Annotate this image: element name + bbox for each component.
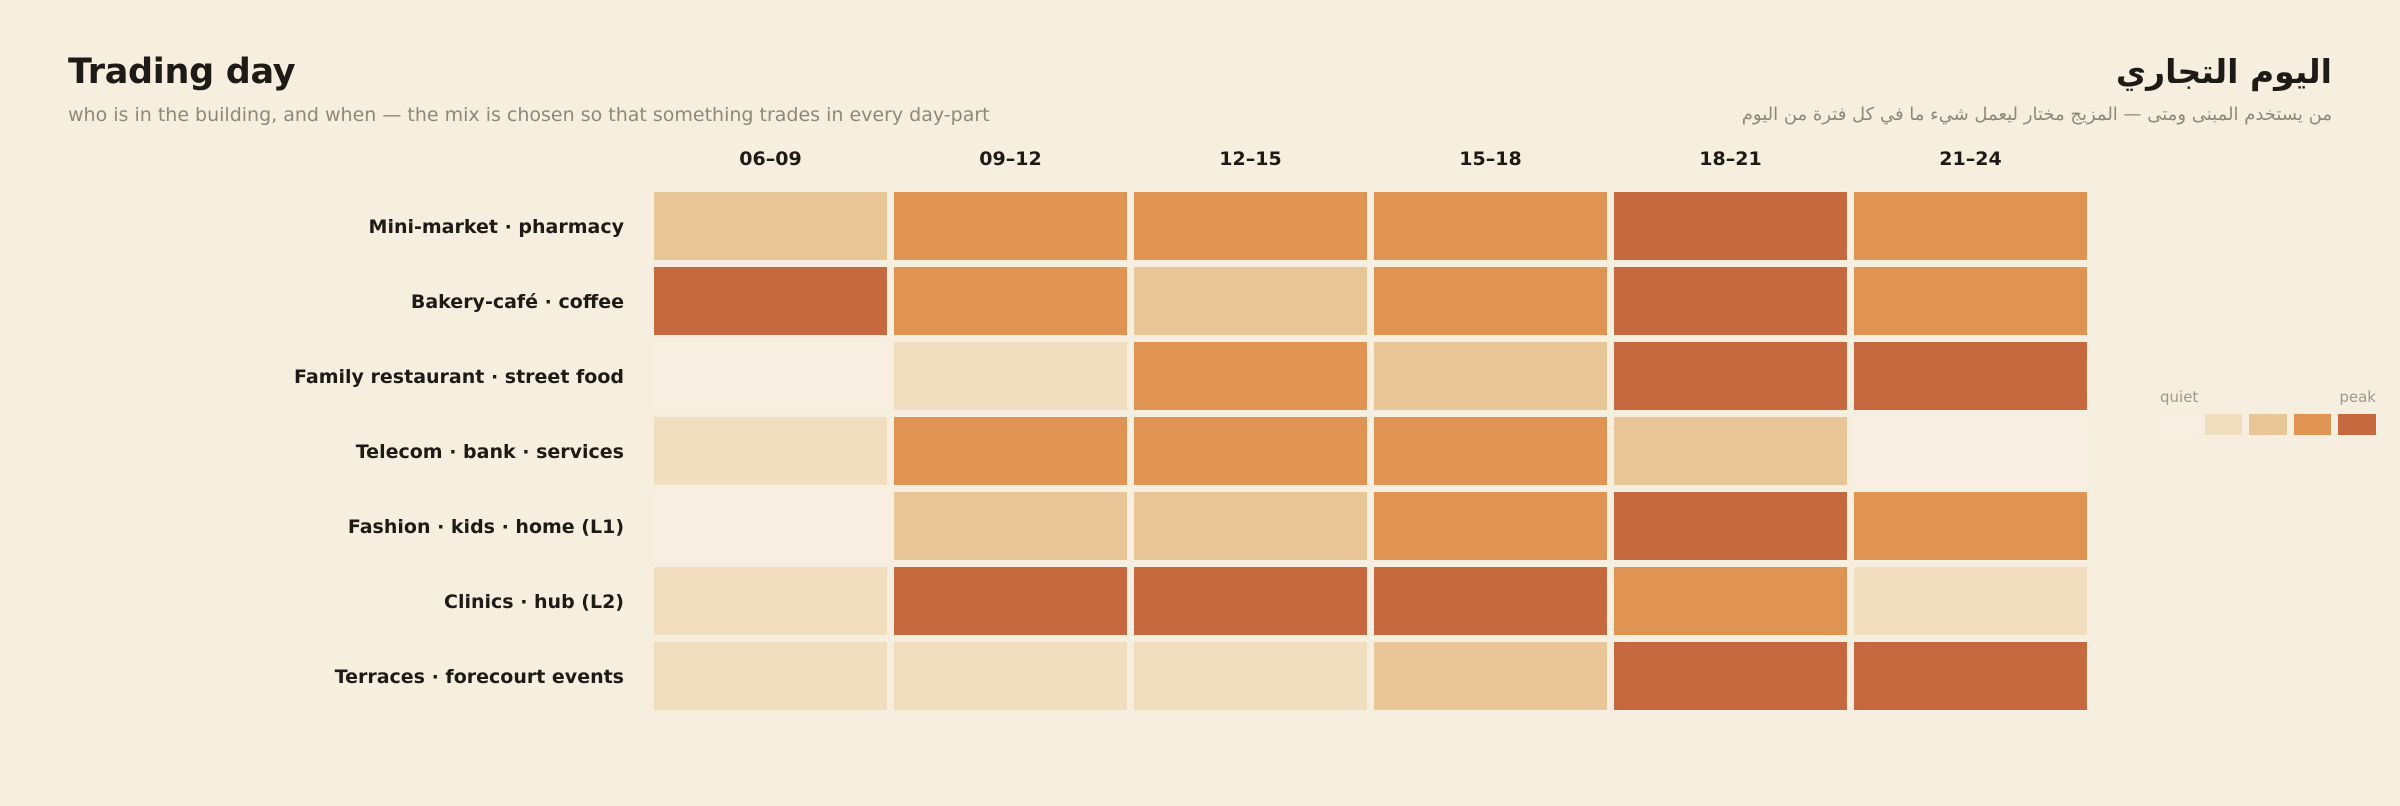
legend-swatch-level-4	[2338, 414, 2376, 435]
heatmap-cell	[654, 492, 887, 560]
heatmap-cell	[894, 342, 1127, 410]
heatmap-cell	[1614, 342, 1847, 410]
column-label-18-21: 18–21	[1699, 148, 1761, 170]
heatmap-cell	[1374, 267, 1607, 335]
row-label-bakery-caf-coffee: Bakery-café · coffee	[411, 291, 624, 313]
heatmap-cell	[1854, 267, 2087, 335]
row-label-terraces-forecourt-events: Terraces · forecourt events	[335, 666, 624, 688]
heatmap-cell	[1854, 342, 2087, 410]
row-label-fashion-kids-home-l1: Fashion · kids · home (L1)	[348, 516, 624, 538]
column-label-12-15: 12–15	[1219, 148, 1281, 170]
heatmap-cell	[1374, 642, 1607, 710]
heatmap-cell	[1134, 642, 1367, 710]
heatmap-cell	[654, 192, 887, 260]
legend-labels: quiet peak	[2160, 388, 2376, 406]
legend-swatch-level-0	[2160, 414, 2198, 435]
legend-low-label: quiet	[2160, 388, 2199, 406]
row-label-mini-market-pharmacy: Mini-market · pharmacy	[369, 216, 625, 238]
column-label-15-18: 15–18	[1459, 148, 1521, 170]
heatmap-cell	[894, 567, 1127, 635]
legend-swatch-level-3	[2293, 414, 2332, 435]
heatmap-cell	[654, 342, 887, 410]
heatmap-cell	[1134, 267, 1367, 335]
heatmap-cell	[1374, 567, 1607, 635]
heatmap-cell	[894, 642, 1127, 710]
heatmap-cell	[654, 567, 887, 635]
heatmap-cell	[1614, 567, 1847, 635]
heatmap-cell	[1854, 642, 2087, 710]
heatmap-cell	[1614, 417, 1847, 485]
heatmap-cell	[1134, 417, 1367, 485]
heatmap-cell	[1614, 192, 1847, 260]
heatmap-cell	[1854, 567, 2087, 635]
page-title-arabic: اليوم التجاري	[2115, 52, 2332, 91]
heatmap-cell	[1374, 492, 1607, 560]
column-label-06-09: 06–09	[739, 148, 801, 170]
page-subtitle-arabic: من يستخدم المبنى ومتى — المزيج مختار ليع…	[1741, 104, 2332, 125]
heatmap-cell	[1854, 492, 2087, 560]
legend-swatches	[2160, 414, 2376, 435]
heatmap-cell	[1134, 192, 1367, 260]
heatmap-cell	[1374, 342, 1607, 410]
heatmap-cell	[1134, 342, 1367, 410]
heatmap-cell	[1374, 417, 1607, 485]
legend-swatch-level-1	[2204, 414, 2243, 435]
legend-high-label: peak	[2339, 388, 2376, 406]
row-label-telecom-bank-services: Telecom · bank · services	[356, 441, 624, 463]
heatmap-cell	[1854, 417, 2087, 485]
heatmap-legend: quiet peak	[2160, 388, 2376, 435]
row-label-family-restaurant-street-food: Family restaurant · street food	[294, 366, 624, 388]
legend-swatch-level-2	[2249, 414, 2287, 435]
page-subtitle: who is in the building, and when — the m…	[68, 104, 990, 126]
heatmap-cell	[894, 417, 1127, 485]
heatmap-cell	[894, 267, 1127, 335]
heatmap-cell	[894, 492, 1127, 560]
heatmap-cell	[654, 642, 887, 710]
row-label-clinics-hub-l2: Clinics · hub (L2)	[444, 591, 624, 613]
heatmap-cell	[654, 417, 887, 485]
heatmap-cell	[654, 267, 887, 335]
heatmap-cell	[1134, 492, 1367, 560]
page-title: Trading day	[68, 52, 296, 92]
heatmap-cell	[1614, 267, 1847, 335]
heatmap-cell	[1854, 192, 2087, 260]
heatmap-cell	[1134, 567, 1367, 635]
heatmap-cell	[1374, 192, 1607, 260]
column-label-21-24: 21–24	[1939, 148, 2001, 170]
heatmap-cell	[1614, 642, 1847, 710]
column-label-09-12: 09–12	[979, 148, 1041, 170]
heatmap-cell	[1614, 492, 1847, 560]
heatmap-cell	[894, 192, 1127, 260]
